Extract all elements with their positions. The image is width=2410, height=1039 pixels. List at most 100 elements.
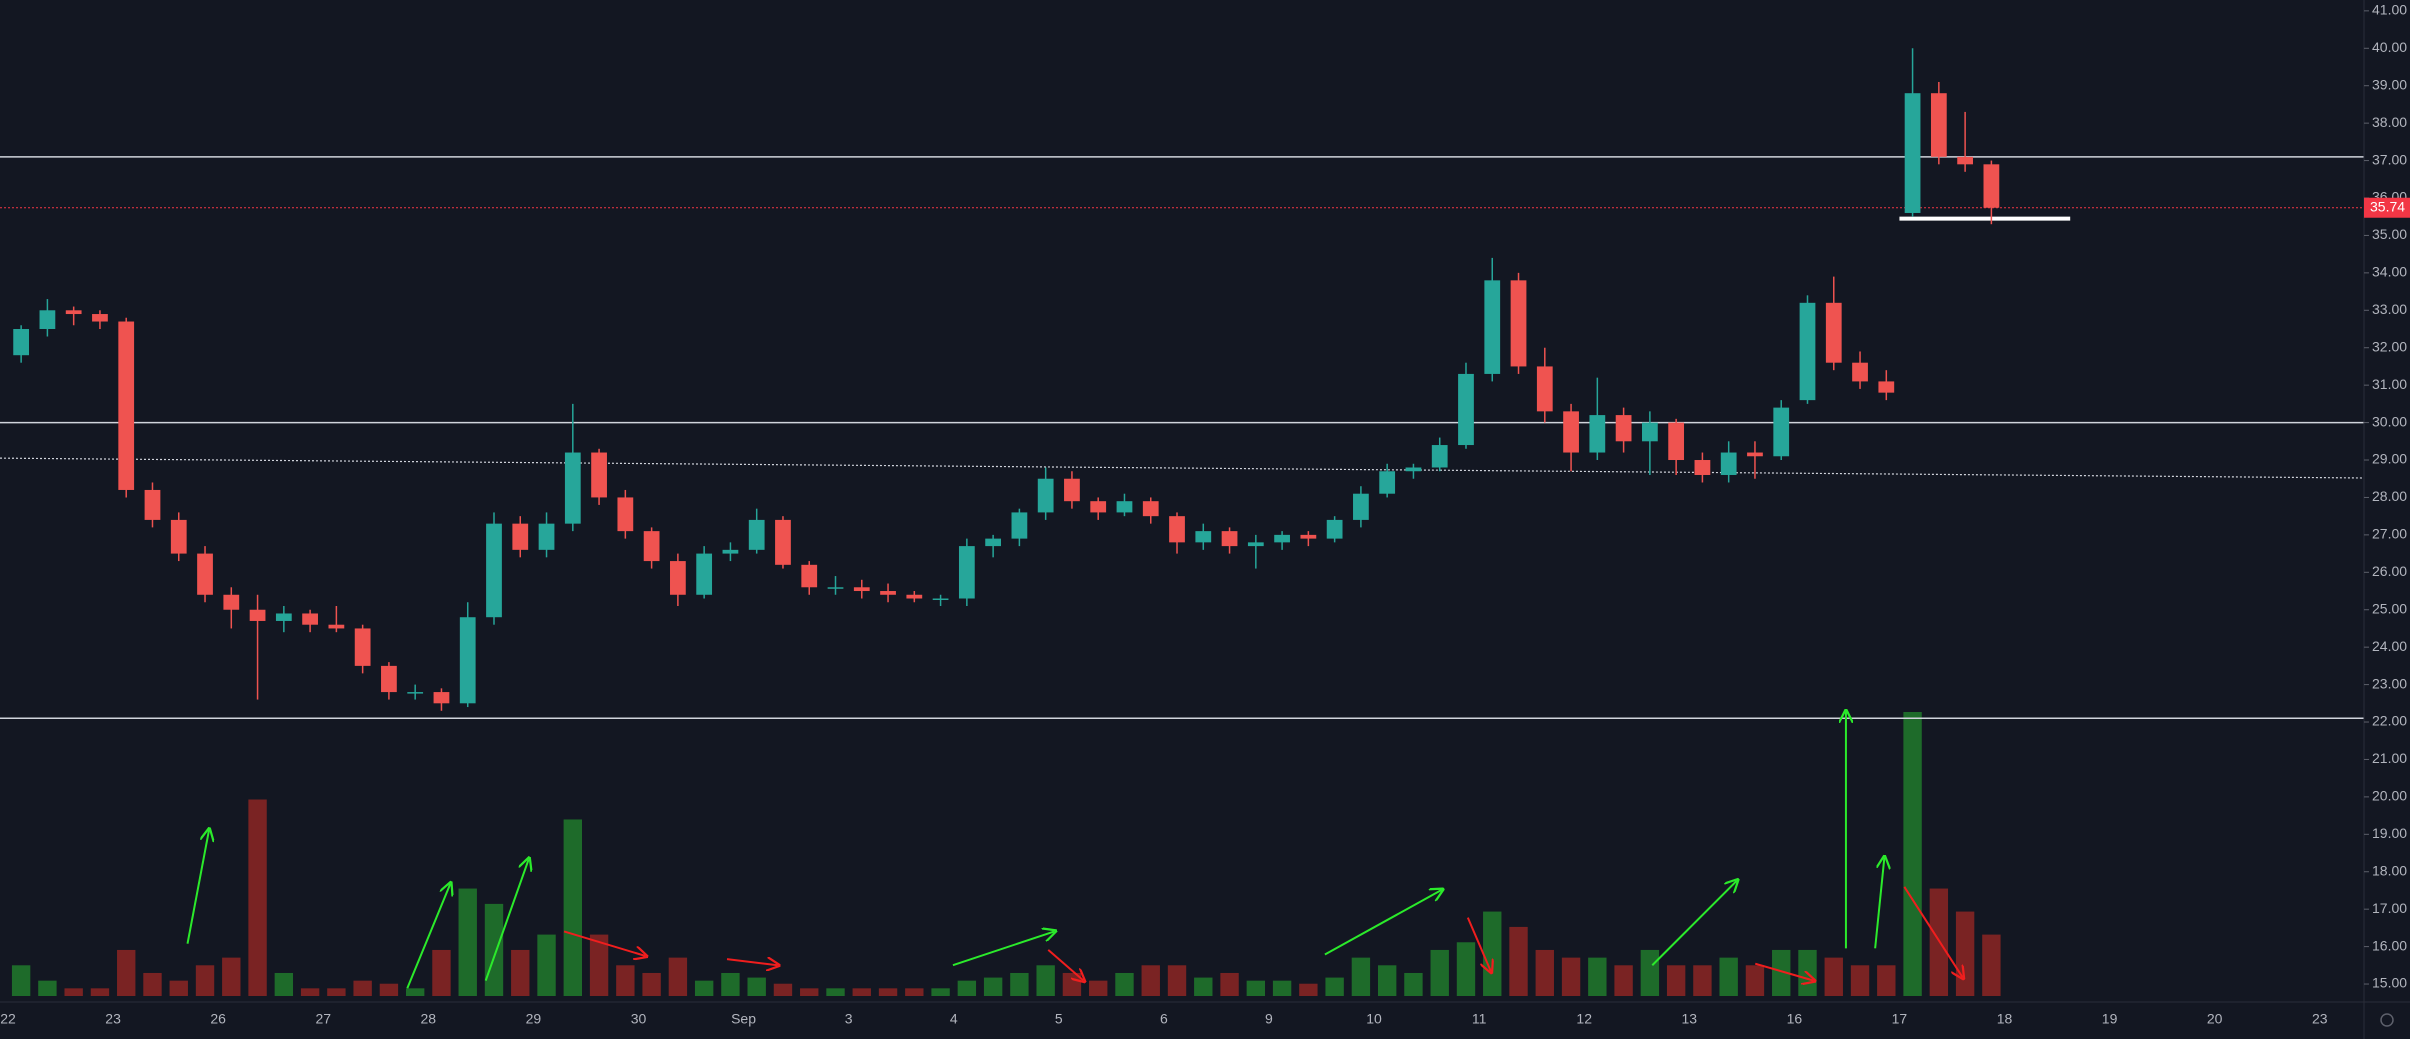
volume-bar <box>931 988 950 996</box>
volume-bar <box>747 977 766 996</box>
candle-body <box>670 561 686 595</box>
volume-bar <box>1588 957 1607 996</box>
volume-bar <box>773 983 793 996</box>
x-tick-label: 11 <box>1472 1011 1487 1027</box>
volume-bar <box>1640 949 1660 996</box>
candle-body <box>1326 519 1343 539</box>
candle-body <box>144 489 161 520</box>
volume-bar <box>1772 949 1791 996</box>
y-tick-label: 39.00 <box>2372 76 2407 92</box>
volume-bar <box>1745 965 1765 996</box>
candle-body <box>249 609 266 621</box>
y-tick-label: 37.00 <box>2372 151 2407 167</box>
volume-bar <box>1693 965 1712 996</box>
volume-bar <box>1719 957 1738 996</box>
volume-bar <box>1351 957 1371 996</box>
volume-bar <box>1010 972 1029 996</box>
candle-body <box>1694 460 1711 475</box>
x-tick-label: 3 <box>845 1011 853 1027</box>
arrow-up <box>406 884 450 989</box>
volume-bar <box>143 972 162 996</box>
volume-bar <box>1798 949 1817 996</box>
volume-bar <box>563 819 582 996</box>
arrow-up <box>1324 890 1442 956</box>
volume-bar <box>432 949 451 996</box>
volume-bar <box>800 988 819 996</box>
candle-body <box>1773 407 1790 457</box>
y-tick-label: 16.00 <box>2372 937 2407 953</box>
volume-bar <box>274 972 294 996</box>
candle-layer <box>13 48 2000 711</box>
arrow-down <box>1903 886 1962 978</box>
x-tick-label: 6 <box>1160 1011 1168 1027</box>
x-tick-label: 13 <box>1681 1011 1697 1027</box>
y-tick-label: 35.00 <box>2372 226 2407 242</box>
volume-bar <box>248 799 267 996</box>
candle-body <box>958 546 975 599</box>
settings-icon[interactable] <box>2380 1013 2394 1027</box>
candle-body <box>512 523 529 550</box>
volume-bar <box>1430 949 1449 996</box>
candle-body <box>1116 501 1133 513</box>
arrow-up <box>952 931 1054 967</box>
volume-bar <box>1115 972 1134 996</box>
volume-bar <box>484 903 504 996</box>
candle-body <box>1484 280 1501 374</box>
volume-bar <box>616 965 635 996</box>
volume-bar <box>379 983 399 996</box>
x-tick-label: 22 <box>0 1011 16 1027</box>
volume-bar <box>1089 980 1108 996</box>
y-tick-label: 40.00 <box>2372 39 2407 55</box>
x-tick-label: 23 <box>105 1011 121 1027</box>
candle-body <box>880 591 896 595</box>
candle-body <box>853 587 870 592</box>
x-tick-label: 30 <box>631 1011 647 1027</box>
candle-body <box>1379 471 1396 494</box>
volume-bar <box>117 949 136 996</box>
arrow-down <box>1047 949 1083 981</box>
y-tick-label: 23.00 <box>2372 675 2407 691</box>
x-tick-label: 12 <box>1576 1011 1592 1027</box>
volume-bar <box>1955 911 1975 996</box>
volume-bar <box>589 934 609 996</box>
candle-body <box>1510 280 1527 367</box>
volume-bar <box>721 972 740 996</box>
x-tick-label: 28 <box>421 1011 437 1027</box>
x-tick-label: 20 <box>2207 1011 2223 1027</box>
y-tick-label: 28.00 <box>2372 488 2407 504</box>
candle-body <box>617 497 634 532</box>
volume-bar <box>878 988 898 996</box>
candle-body <box>459 617 476 704</box>
candle-body <box>1589 415 1606 453</box>
x-tick-label: 10 <box>1366 1011 1382 1027</box>
x-tick-label: 29 <box>526 1011 542 1027</box>
candle-body <box>1064 478 1080 502</box>
candle-body <box>1221 531 1238 547</box>
candle-body <box>696 553 713 595</box>
candle-body <box>1878 381 1895 393</box>
candle-body <box>1353 493 1369 520</box>
volume-bar <box>1141 965 1160 996</box>
volume-bar <box>90 988 110 996</box>
y-tick-label: 38.00 <box>2372 114 2407 130</box>
x-tick-label: 27 <box>315 1011 331 1027</box>
volume-bar <box>668 957 688 996</box>
volume-bar <box>511 949 530 996</box>
x-tick-label: 18 <box>1997 1011 2013 1027</box>
y-tick-label: 18.00 <box>2372 862 2407 878</box>
volume-bar <box>1903 712 1922 996</box>
candle-body <box>1536 366 1553 412</box>
volume-bar <box>1194 977 1213 996</box>
candle-body <box>1300 534 1317 539</box>
x-tick-label: 17 <box>1892 1011 1908 1027</box>
candle-body <box>407 692 424 694</box>
candle-body <box>591 452 607 498</box>
last-price-label: 35.74 <box>2370 198 2405 214</box>
candle-body <box>1825 302 1842 363</box>
candle-body <box>906 594 923 599</box>
candle-body <box>1011 512 1028 539</box>
candle-body <box>170 519 187 554</box>
candle-body <box>275 613 292 621</box>
volume-bar <box>405 988 425 996</box>
